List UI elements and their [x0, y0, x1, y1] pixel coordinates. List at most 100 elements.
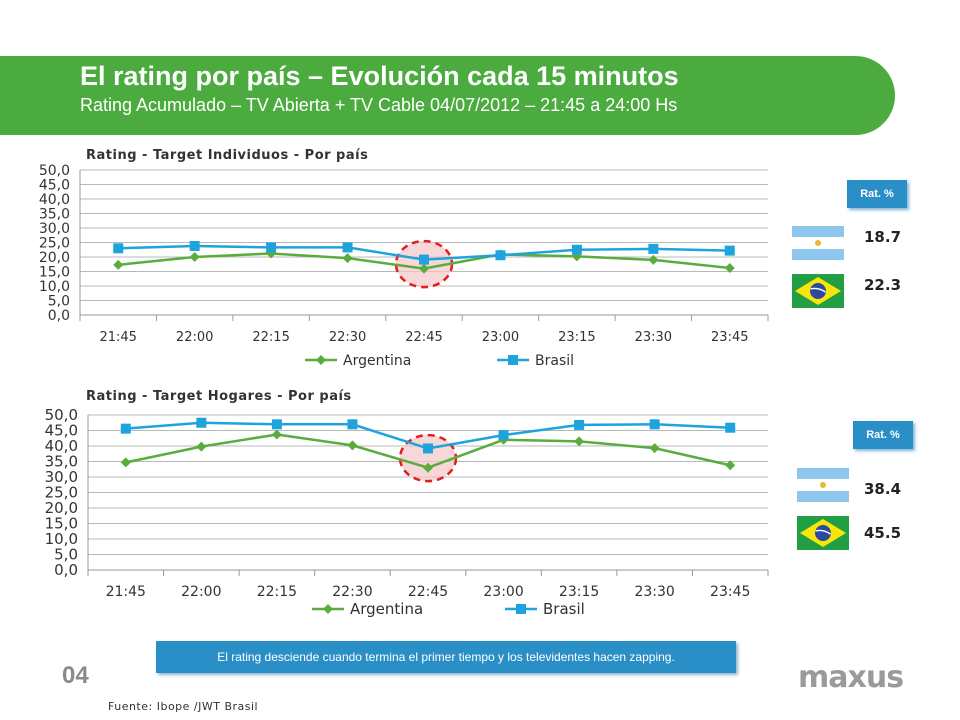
y-tick-label: 5,0	[48, 294, 70, 310]
argentina-flag-icon	[797, 468, 849, 502]
x-tick-label: 23:45	[711, 330, 748, 345]
legend-marker-brasil	[508, 355, 518, 365]
x-tick-label: 23:00	[482, 330, 519, 345]
y-tick-label: 45,0	[39, 178, 70, 194]
rat-value-argentina-hogares: 38.4	[864, 480, 902, 498]
y-tick-label: 30,0	[45, 468, 78, 486]
data-point-argentina	[648, 254, 659, 265]
page-subtitle: Rating Acumulado – TV Abierta + TV Cable…	[80, 95, 678, 115]
rat-badge-hogares: Rat. %	[853, 421, 913, 449]
x-tick-label: 22:45	[405, 330, 442, 345]
x-tick-label: 22:15	[252, 330, 289, 345]
y-tick-label: 40,0	[39, 192, 70, 208]
legend-marker-argentina	[323, 604, 333, 614]
data-point-argentina	[725, 460, 736, 471]
data-point-brasil	[266, 242, 277, 253]
data-point-argentina	[423, 462, 433, 473]
x-tick-label: 23:00	[483, 584, 523, 600]
chart-2-title: Rating - Target Hogares - Por país	[86, 389, 352, 404]
data-point-brasil	[120, 423, 131, 434]
data-point-brasil	[649, 419, 660, 430]
x-tick-label: 22:00	[176, 330, 213, 345]
rat-value-brasil-individuos: 22.3	[864, 276, 902, 294]
brasil-flag-icon	[792, 274, 844, 308]
data-point-argentina	[196, 441, 207, 452]
data-point-brasil	[724, 245, 735, 256]
y-tick-label: 35,0	[45, 453, 78, 471]
y-tick-label: 0,0	[54, 561, 78, 579]
data-point-argentina	[724, 263, 735, 274]
y-tick-label: 45,0	[45, 422, 78, 440]
data-point-argentina	[574, 436, 585, 447]
x-tick-label: 22:45	[408, 584, 448, 600]
y-tick-label: 15,0	[45, 515, 78, 533]
page-number: 04	[62, 662, 89, 689]
page-title: El rating por país – Evolución cada 15 m…	[80, 61, 679, 91]
data-point-argentina	[189, 252, 200, 262]
data-point-brasil	[648, 243, 659, 254]
x-tick-label: 23:30	[634, 584, 674, 600]
brasil-flag-icon	[797, 516, 849, 550]
x-tick-label: 21:45	[106, 584, 146, 600]
legend-marker-brasil	[516, 604, 526, 614]
data-point-argentina	[271, 429, 282, 440]
note-box: El rating desciende cuando termina el pr…	[156, 641, 736, 673]
x-tick-label: 23:45	[710, 584, 750, 600]
data-point-argentina	[113, 259, 124, 270]
y-tick-label: 10,0	[39, 279, 70, 295]
legend-label-argentina: Argentina	[350, 600, 423, 618]
data-point-argentina	[419, 263, 429, 274]
x-tick-label: 22:30	[329, 330, 366, 345]
data-point-brasil	[571, 244, 582, 255]
title-banner	[0, 56, 895, 135]
x-tick-label: 23:15	[558, 330, 595, 345]
legend-label-brasil: Brasil	[543, 600, 585, 618]
data-point-brasil	[574, 419, 585, 430]
rat-badge-individuos: Rat. %	[847, 180, 907, 208]
data-point-argentina	[649, 443, 660, 454]
data-point-brasil	[189, 240, 200, 251]
y-tick-label: 30,0	[39, 221, 70, 237]
y-tick-label: 20,0	[39, 250, 70, 266]
x-tick-label: 21:45	[99, 330, 136, 345]
x-tick-label: 22:15	[257, 584, 297, 600]
legend-marker-argentina	[316, 355, 326, 365]
y-tick-label: 15,0	[39, 265, 70, 281]
data-point-argentina	[347, 440, 358, 451]
y-tick-label: 20,0	[45, 499, 78, 517]
legend-label-brasil: Brasil	[535, 353, 574, 369]
y-tick-label: 50,0	[39, 163, 70, 179]
y-tick-label: 50,0	[45, 406, 78, 424]
x-tick-label: 23:15	[559, 584, 599, 600]
data-point-brasil	[423, 443, 433, 454]
y-tick-label: 40,0	[45, 437, 78, 455]
data-point-brasil	[342, 242, 353, 253]
data-point-brasil	[196, 417, 207, 428]
data-point-argentina	[266, 248, 277, 259]
y-tick-label: 10,0	[45, 530, 78, 548]
data-point-brasil	[498, 430, 509, 441]
x-tick-label: 23:30	[635, 330, 672, 345]
y-tick-label: 25,0	[39, 236, 70, 252]
chart-individuos: 0,05,010,015,020,025,030,035,040,045,050…	[39, 163, 769, 369]
data-point-brasil	[113, 243, 124, 254]
data-point-argentina	[120, 457, 131, 468]
y-tick-label: 25,0	[45, 484, 78, 502]
data-point-brasil	[725, 422, 736, 433]
data-point-brasil	[347, 419, 358, 430]
maxus-logo: maxus	[798, 660, 904, 695]
x-tick-label: 22:00	[181, 584, 221, 600]
argentina-flag-icon	[792, 226, 844, 260]
chart-1-title: Rating - Target Individuos - Por país	[86, 148, 369, 163]
y-tick-label: 35,0	[39, 207, 70, 223]
data-point-brasil	[271, 419, 282, 430]
rat-value-argentina-individuos: 18.7	[864, 228, 902, 246]
data-point-brasil	[495, 250, 506, 261]
source-text: Fuente: Ibope /JWT Brasil	[108, 700, 259, 713]
data-point-brasil	[419, 254, 429, 265]
chart-hogares: 0,05,010,015,020,025,030,035,040,045,050…	[45, 406, 769, 618]
rat-value-brasil-hogares: 45.5	[864, 524, 902, 542]
x-tick-label: 22:30	[332, 584, 372, 600]
y-tick-label: 5,0	[54, 546, 78, 564]
y-tick-label: 0,0	[48, 308, 70, 324]
